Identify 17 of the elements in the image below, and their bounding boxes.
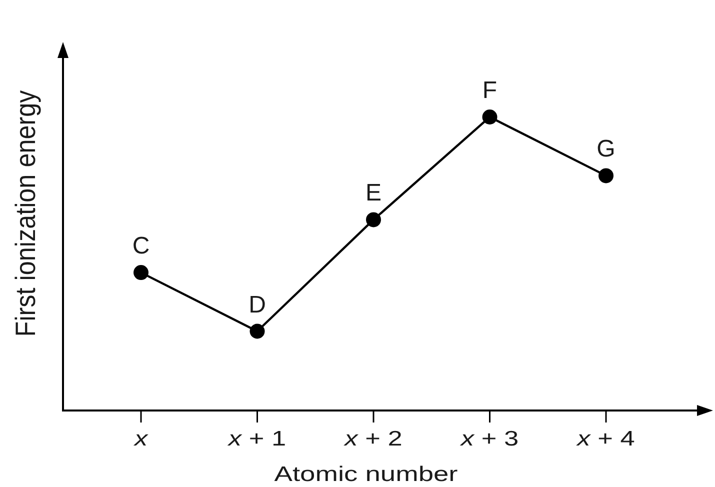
annotation: F (482, 77, 498, 104)
x-tick-label: x + 2 (344, 426, 402, 451)
annotation: G (596, 136, 616, 163)
x-tick-label: x (133, 426, 149, 451)
y-axis-title: First ionization energy (10, 90, 42, 337)
point (598, 168, 614, 184)
point (482, 110, 498, 124)
annotation: D (248, 291, 266, 318)
point (366, 212, 381, 228)
annotation: C (132, 232, 150, 260)
x-tick-label: x + 4 (576, 426, 635, 451)
x-tick-label: x + 3 (460, 426, 519, 451)
point (250, 324, 265, 339)
x-tick-label: x + 1 (227, 426, 286, 451)
point (134, 265, 148, 280)
x-axis-title: Atomic number (274, 462, 458, 486)
annotation: E (365, 180, 382, 207)
